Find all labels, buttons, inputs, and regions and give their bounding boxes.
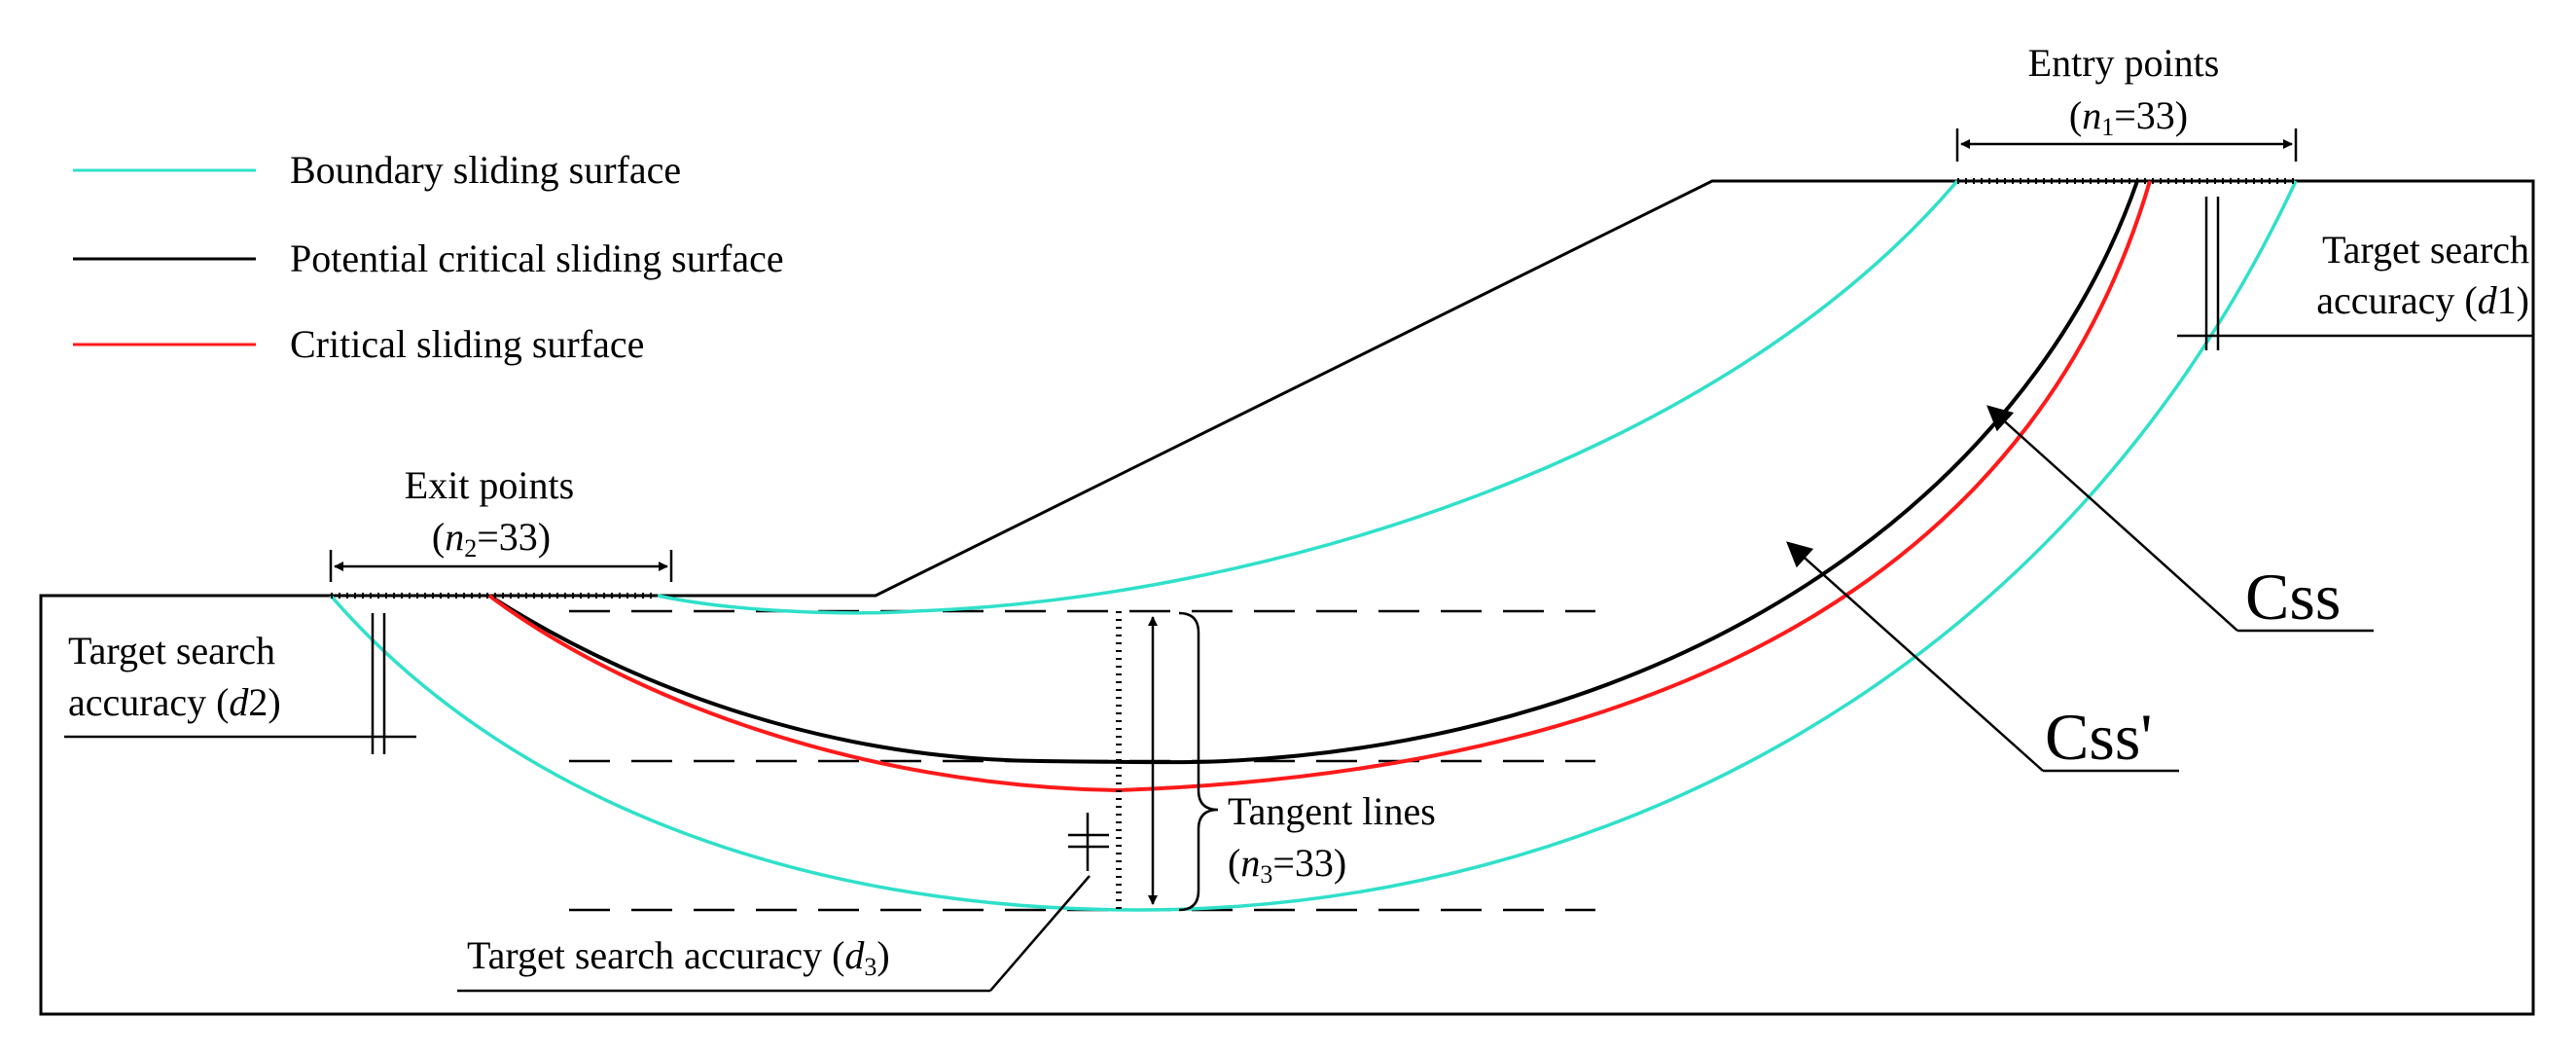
legend-label-critical: Critical sliding surface xyxy=(290,322,644,366)
css-label: Css xyxy=(2245,560,2341,634)
d3-label: Target search accuracy (d3) xyxy=(467,933,890,981)
exit-points: Exit points (n2=33) xyxy=(329,463,673,599)
slope-profile xyxy=(39,179,2535,1016)
legend-label-boundary: Boundary sliding surface xyxy=(290,148,681,192)
css-prime-callout: Css' xyxy=(1786,541,2179,774)
entry-points: Entry points (n1=33) xyxy=(1955,41,2298,184)
boundary-surface-upper xyxy=(657,179,1959,615)
critical-surface xyxy=(487,180,2152,793)
boundary-surface-lower xyxy=(329,180,2298,912)
css-prime-label: Css' xyxy=(2045,700,2153,774)
legend: Boundary sliding surface Potential criti… xyxy=(73,148,784,366)
exit-points-count: (n2=33) xyxy=(432,515,551,563)
legend-label-potential: Potential critical sliding surface xyxy=(290,236,784,280)
css-leader-line xyxy=(1986,405,2238,632)
css-prime-leader-line xyxy=(1786,541,2044,772)
tangent-lines-count: (n3=33) xyxy=(1228,841,1346,889)
potential-critical-surface xyxy=(487,180,2139,765)
tangent-brace xyxy=(1178,611,1219,912)
tangent-lines-title: Tangent lines xyxy=(1228,789,1436,833)
boundary-surfaces xyxy=(329,179,2298,912)
accuracy-d3: Target search accuracy (d3) xyxy=(457,813,1109,993)
entry-points-title: Entry points xyxy=(2028,41,2220,85)
d3-leader-line xyxy=(989,875,1091,992)
d1-label-line2: accuracy (d1) xyxy=(2316,278,2529,322)
accuracy-d1: Target search accuracy (d1) xyxy=(2177,197,2533,350)
d2-label-line2: accuracy (d2) xyxy=(68,680,281,724)
d2-label-line1: Target search xyxy=(68,629,275,672)
css-callout: Css xyxy=(1986,405,2374,634)
entry-points-count: (n1=33) xyxy=(2069,93,2188,141)
accuracy-d2: Target search accuracy (d2) xyxy=(64,613,416,754)
d1-label-line1: Target search xyxy=(2322,228,2529,272)
exit-points-title: Exit points xyxy=(405,463,574,507)
tangent-lines-indicator: Tangent lines (n3=33) xyxy=(1116,611,1436,912)
